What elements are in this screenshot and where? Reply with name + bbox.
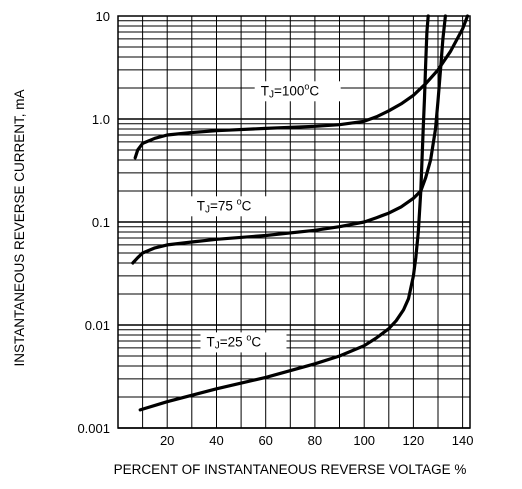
curve-label-bg	[200, 332, 287, 353]
x-axis-title: PERCENT OF INSTANTANEOUS REVERSE VOLTAGE…	[114, 462, 467, 477]
curve-label-part: =100	[274, 83, 304, 98]
series-line-2	[138, 14, 430, 412]
y-tick-label: 0.1	[92, 215, 110, 230]
y-tick-label: 1.0	[92, 112, 110, 127]
curve-label-part: J	[269, 89, 274, 100]
curve-label-part: =25	[220, 334, 247, 349]
x-tick-label: 140	[452, 433, 474, 448]
curve-label-1: TJ=75 oC	[197, 196, 252, 215]
series-line-0	[133, 14, 470, 160]
curve-label-part: C	[309, 83, 319, 98]
curve-label-2: TJ=25 oC	[207, 332, 262, 351]
x-tick-label: 100	[353, 433, 375, 448]
axes	[117, 15, 471, 429]
curve-label-part: =75	[210, 198, 237, 213]
x-tick-label: 80	[308, 433, 322, 448]
curve-label-0: TJ=100oC	[261, 81, 320, 100]
curve-label-bg	[254, 81, 341, 102]
curve-label-part: T	[207, 334, 215, 349]
curve-label-part: J	[205, 204, 210, 215]
y-tick-label: 0.01	[85, 318, 110, 333]
curve-label-part: o	[246, 332, 251, 342]
curve-label-part: C	[242, 198, 252, 213]
x-tick-label: 40	[209, 433, 223, 448]
curve-label-part: T	[261, 83, 269, 98]
curve-label-part: o	[237, 196, 242, 206]
curve-label-part: C	[251, 334, 261, 349]
tick-labels: 20 40 60 80 100 120 140 0.001 0.01 0.1 1.0 10	[77, 9, 473, 448]
curve-label-part: T	[197, 198, 205, 213]
curve-label-part: J	[215, 340, 220, 351]
y-tick-label: 0.001	[77, 421, 110, 436]
series-line-1	[131, 14, 447, 265]
y-tick-label: 10	[96, 9, 110, 24]
grid	[118, 16, 470, 429]
x-tick-label: 20	[160, 433, 174, 448]
x-tick-label: 120	[403, 433, 425, 448]
curve-label-part: o	[304, 81, 309, 91]
curves	[131, 14, 470, 412]
curve-label-bg	[190, 196, 277, 217]
y-axis-title: INSTANTANEOUS REVERSE CURRENT, mA	[12, 89, 27, 366]
x-tick-label: 60	[258, 433, 272, 448]
plot-frame	[117, 15, 471, 429]
